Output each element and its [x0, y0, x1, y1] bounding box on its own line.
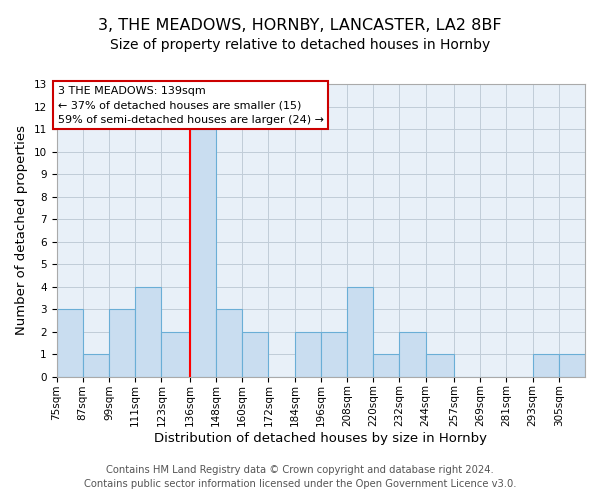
Bar: [373, 354, 400, 376]
Bar: [161, 332, 190, 376]
Bar: [190, 129, 216, 376]
Text: Size of property relative to detached houses in Hornby: Size of property relative to detached ho…: [110, 38, 490, 52]
Bar: [83, 354, 109, 376]
Bar: [216, 309, 242, 376]
Text: Contains HM Land Registry data © Crown copyright and database right 2024.
Contai: Contains HM Land Registry data © Crown c…: [84, 465, 516, 489]
Bar: [295, 332, 321, 376]
Bar: [242, 332, 268, 376]
Text: 3, THE MEADOWS, HORNBY, LANCASTER, LA2 8BF: 3, THE MEADOWS, HORNBY, LANCASTER, LA2 8…: [98, 18, 502, 32]
Y-axis label: Number of detached properties: Number of detached properties: [15, 126, 28, 336]
Bar: [56, 309, 83, 376]
Text: 3 THE MEADOWS: 139sqm
← 37% of detached houses are smaller (15)
59% of semi-deta: 3 THE MEADOWS: 139sqm ← 37% of detached …: [58, 86, 323, 124]
Bar: [321, 332, 347, 376]
Bar: [425, 354, 454, 376]
Bar: [347, 286, 373, 376]
Bar: [109, 309, 135, 376]
Bar: [559, 354, 585, 376]
Bar: [400, 332, 425, 376]
Bar: [533, 354, 559, 376]
X-axis label: Distribution of detached houses by size in Hornby: Distribution of detached houses by size …: [154, 432, 487, 445]
Bar: [135, 286, 161, 376]
